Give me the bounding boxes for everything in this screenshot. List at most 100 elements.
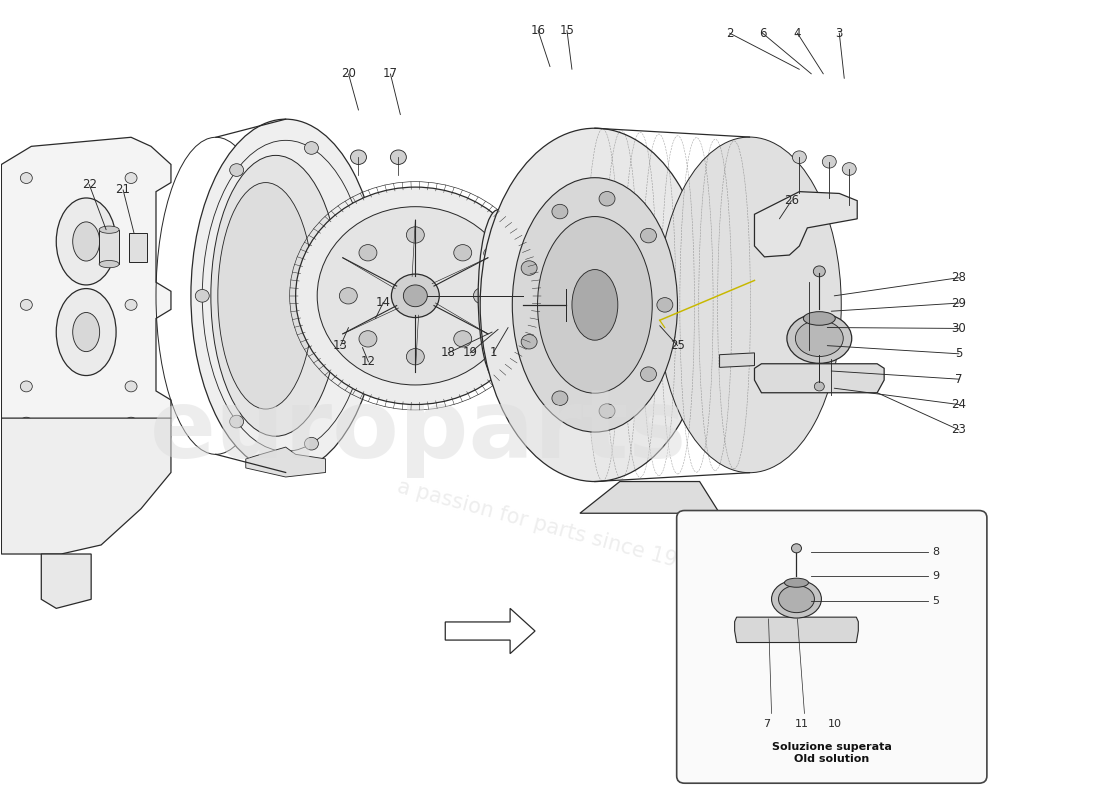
Ellipse shape [779,586,814,613]
Circle shape [600,404,615,418]
Circle shape [20,299,32,310]
Ellipse shape [99,261,119,268]
Circle shape [305,438,318,450]
Circle shape [792,151,806,163]
Polygon shape [446,608,535,654]
Circle shape [339,288,358,304]
Text: 12: 12 [361,355,376,369]
Polygon shape [1,138,170,436]
Text: a passion for parts since 1985: a passion for parts since 1985 [395,477,705,578]
Text: 7: 7 [763,719,770,730]
Circle shape [814,382,824,391]
Text: 29: 29 [952,297,967,310]
Circle shape [317,206,514,385]
Circle shape [125,173,138,183]
Polygon shape [42,554,91,608]
Text: 26: 26 [784,194,799,207]
Circle shape [492,230,504,241]
Text: 16: 16 [530,24,546,37]
Text: 21: 21 [116,183,131,196]
Circle shape [843,162,856,175]
Circle shape [125,299,138,310]
Text: 10: 10 [827,719,842,730]
Ellipse shape [538,217,652,394]
Text: 7: 7 [955,373,962,386]
Ellipse shape [771,580,822,618]
Circle shape [351,150,366,165]
Ellipse shape [784,578,808,587]
Circle shape [196,290,209,302]
Circle shape [305,142,318,154]
Text: 15: 15 [560,24,574,37]
Bar [99,230,119,264]
Circle shape [358,242,372,254]
Text: Soluzione superata
Old solution: Soluzione superata Old solution [772,742,892,763]
Circle shape [792,544,802,553]
Circle shape [230,415,243,428]
Text: 3: 3 [836,26,843,39]
Circle shape [552,391,568,406]
Text: 13: 13 [333,339,348,352]
Circle shape [657,298,673,312]
Circle shape [358,338,372,350]
Text: 5: 5 [955,347,962,360]
Ellipse shape [191,119,381,473]
Circle shape [484,248,496,258]
Ellipse shape [56,198,117,285]
Circle shape [813,266,825,277]
Text: 6: 6 [759,26,767,39]
Circle shape [125,381,138,392]
Bar [129,234,147,262]
Text: 8: 8 [932,547,939,557]
Ellipse shape [481,128,710,482]
Circle shape [521,261,537,275]
Circle shape [230,164,243,176]
Circle shape [823,155,836,168]
Text: 24: 24 [952,398,967,411]
Ellipse shape [73,222,100,261]
Circle shape [359,245,377,261]
Circle shape [296,187,535,405]
Text: 2: 2 [726,26,734,39]
Ellipse shape [56,289,117,375]
Circle shape [20,173,32,183]
Text: 23: 23 [952,423,967,436]
Polygon shape [755,192,857,257]
Text: 4: 4 [793,26,801,39]
Text: 28: 28 [952,271,967,284]
Polygon shape [1,418,170,554]
Ellipse shape [73,313,100,352]
Circle shape [454,245,472,261]
Circle shape [521,334,537,349]
Circle shape [406,349,425,365]
Text: 11: 11 [794,719,808,730]
Polygon shape [719,353,755,367]
Circle shape [492,350,504,362]
Text: 20: 20 [341,67,356,80]
Circle shape [406,226,425,243]
Circle shape [473,288,492,304]
Text: 17: 17 [383,67,398,80]
Circle shape [640,367,657,382]
Circle shape [359,330,377,347]
Text: 25: 25 [670,339,685,352]
Ellipse shape [478,210,518,382]
Text: 19: 19 [463,346,477,359]
Text: 1: 1 [490,346,497,359]
Circle shape [454,330,472,347]
Ellipse shape [572,270,618,340]
Text: europarts: europarts [150,386,688,478]
Circle shape [392,274,439,318]
Text: 5: 5 [932,596,938,606]
Circle shape [504,290,516,302]
Text: 14: 14 [376,296,390,309]
Circle shape [552,204,568,219]
Circle shape [500,333,513,344]
Polygon shape [755,364,884,393]
Text: 30: 30 [952,322,966,335]
Circle shape [500,248,513,258]
Ellipse shape [658,137,842,473]
Ellipse shape [99,226,119,234]
FancyBboxPatch shape [676,510,987,783]
Circle shape [640,228,657,243]
